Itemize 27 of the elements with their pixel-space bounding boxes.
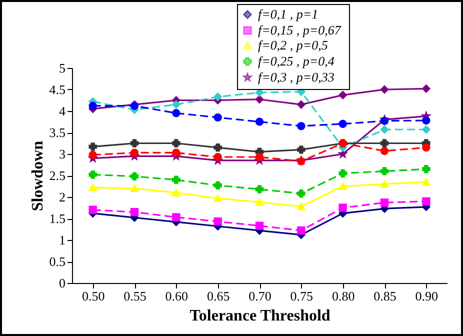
x-tick-label: 0.55 bbox=[124, 288, 146, 304]
x-tick-label: 0.70 bbox=[248, 288, 272, 304]
legend-label: f=0,3 , p=0,33 bbox=[258, 70, 335, 84]
x-tick-label: 0.60 bbox=[165, 288, 188, 304]
legend-label: f=0,15 , p=0,67 bbox=[258, 22, 342, 38]
legend-label: f=0,1 , p=1 bbox=[258, 6, 318, 22]
y-tick-label: 4 bbox=[59, 104, 66, 118]
y-axis-title: Slowdown bbox=[29, 140, 46, 212]
x-tick-label: 0.75 bbox=[290, 288, 314, 304]
y-tick-label: 3 bbox=[59, 146, 66, 162]
y-tick-label: 2.5 bbox=[49, 168, 66, 183]
y-tick-label: 0 bbox=[59, 276, 66, 290]
y-tick-label: 4.5 bbox=[49, 82, 66, 97]
legend-label: f=0,25 , p=0,4 bbox=[258, 54, 335, 68]
y-tick-label: 1.5 bbox=[49, 211, 66, 226]
x-tick-label: 0.90 bbox=[415, 288, 438, 304]
y-tick-label: 2 bbox=[59, 190, 66, 204]
x-tick-label: 0.65 bbox=[206, 288, 230, 304]
y-tick-label: 5 bbox=[59, 60, 66, 76]
x-tick-label: 0.80 bbox=[332, 288, 355, 304]
x-tick-label: 0.85 bbox=[374, 288, 396, 304]
x-tick-label: 0.50 bbox=[82, 288, 105, 304]
legend-label: f=0,2 , p=0,5 bbox=[258, 38, 328, 52]
y-tick-label: 1 bbox=[59, 232, 66, 248]
y-tick-label: 3.5 bbox=[49, 125, 66, 140]
y-tick-label: 0.5 bbox=[49, 254, 66, 269]
x-axis-title: Tolerance Threshold bbox=[190, 308, 330, 324]
